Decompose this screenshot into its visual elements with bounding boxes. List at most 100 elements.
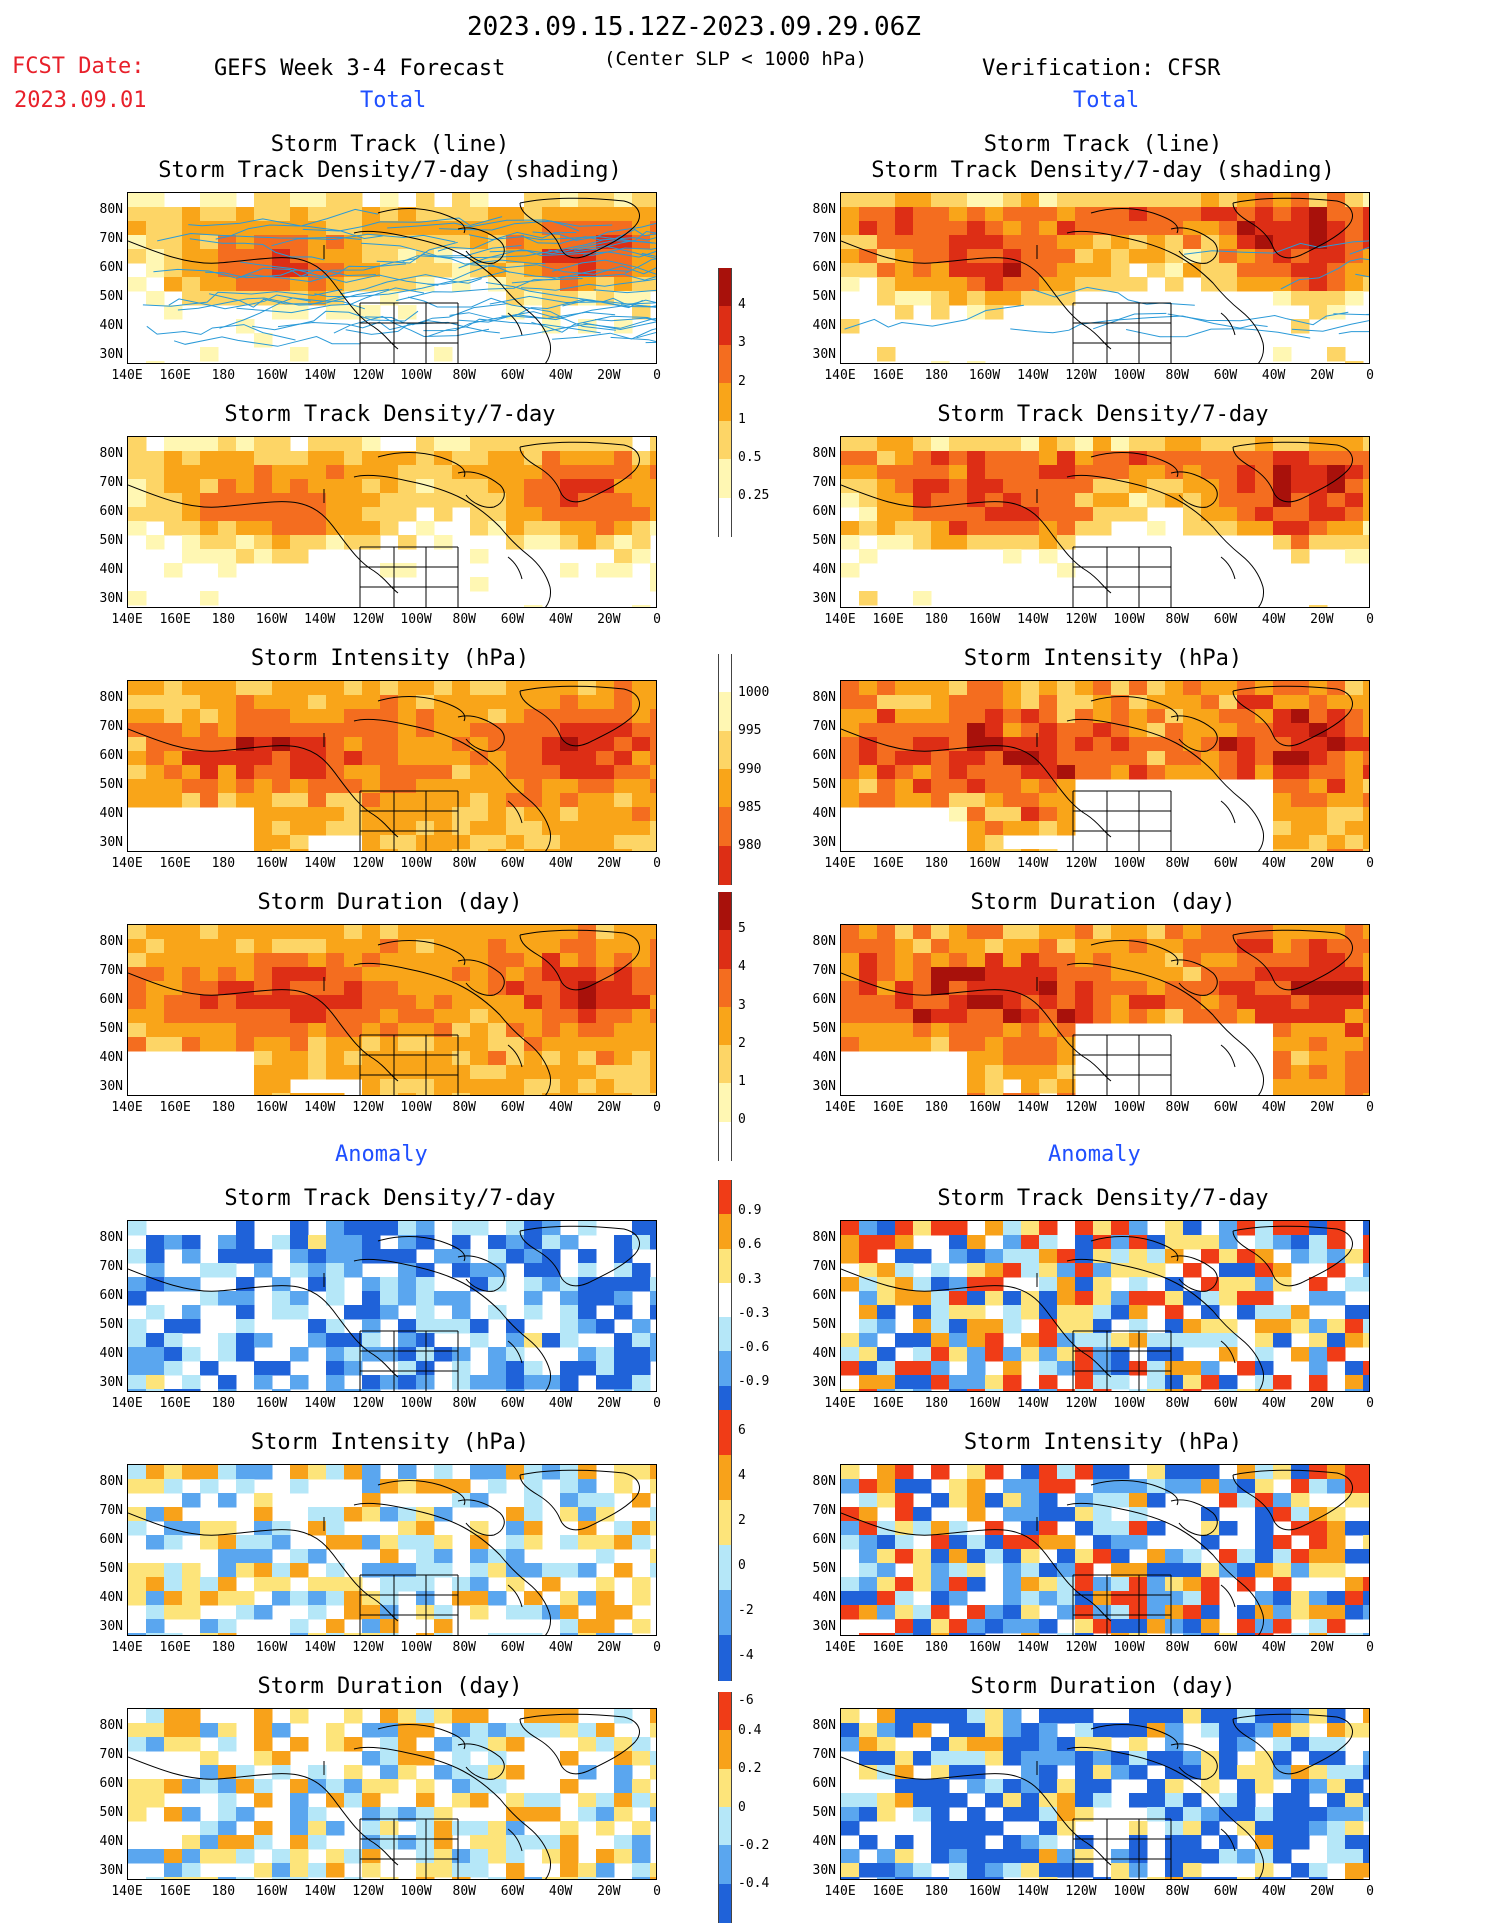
field-cell [272, 835, 291, 850]
field-cell [308, 1465, 327, 1480]
field-cell [1111, 709, 1130, 724]
field-cell [146, 1723, 165, 1738]
field-cell [1093, 437, 1112, 452]
field-cell [488, 1235, 507, 1250]
field-cell [949, 967, 968, 982]
field-cell [859, 953, 878, 968]
left-total-label: Total [360, 88, 427, 113]
field-cell [614, 765, 633, 780]
field-cell [470, 193, 489, 208]
field-cell [1003, 695, 1022, 710]
field-cell [985, 1549, 1004, 1564]
field-cell [1129, 1249, 1148, 1264]
field-cell [1237, 995, 1256, 1010]
field-cell [1327, 953, 1346, 968]
field-cell [416, 1779, 435, 1794]
field-cell [1363, 1793, 1369, 1808]
storm-track-line [236, 287, 425, 314]
field-cell [524, 751, 543, 766]
lat-tick-label: 70N [812, 963, 836, 978]
field-cell [182, 709, 201, 724]
field-cell [560, 1333, 579, 1348]
field-cell [524, 1305, 543, 1320]
field-cell [218, 681, 237, 696]
field-cell [1003, 1849, 1022, 1864]
field-cell [164, 1807, 183, 1822]
field-cell [398, 967, 417, 982]
field-cell [380, 1835, 399, 1850]
field-cell [236, 1305, 255, 1320]
field-cell [841, 1009, 860, 1024]
field-cell [949, 1249, 968, 1264]
field-cell [254, 1577, 273, 1592]
field-cell [1165, 1375, 1184, 1390]
field-cell [254, 1535, 273, 1550]
coastline [1220, 1584, 1236, 1608]
field-cell [1327, 221, 1346, 236]
field-cell [1219, 1263, 1238, 1278]
field-cell [1345, 1549, 1364, 1564]
field-cell [1039, 1375, 1058, 1390]
field-cell [1291, 451, 1310, 466]
field-cell [1309, 1863, 1328, 1878]
field-cell [236, 235, 255, 250]
field-cell [931, 737, 950, 752]
field-cell [985, 1605, 1004, 1620]
field-cell [128, 1277, 147, 1292]
field-cell [1147, 1291, 1166, 1306]
field-cell [200, 709, 219, 724]
field-cell [1273, 807, 1292, 822]
field-cell [398, 1737, 417, 1752]
field-cell [1363, 1605, 1369, 1620]
field-cell [1309, 751, 1328, 766]
field-cell [416, 1507, 435, 1522]
field-cell [949, 193, 968, 208]
field-cell [1075, 1291, 1094, 1306]
map-svg [841, 1221, 1369, 1391]
lon-tick-label: 120W [352, 1100, 384, 1115]
field-cell [182, 535, 201, 550]
field-cell [200, 1877, 219, 1879]
field-cell [380, 1009, 399, 1024]
field-cell [128, 1009, 147, 1024]
field-cell [859, 1333, 878, 1348]
field-cell [967, 1263, 986, 1278]
field-cell [1363, 1023, 1369, 1038]
field-cell [1021, 1333, 1040, 1348]
field-cell [578, 1051, 597, 1066]
field-cell [650, 1347, 656, 1362]
field-cell [182, 751, 201, 766]
field-cell [1003, 1507, 1022, 1522]
field-cell [398, 1577, 417, 1592]
coastline [1090, 208, 1179, 234]
field-cell [1237, 1619, 1256, 1634]
field-cell [182, 1009, 201, 1024]
field-cell [1183, 723, 1202, 738]
field-cell [1165, 695, 1184, 710]
coastline [519, 1469, 640, 1531]
field-cell [1345, 681, 1364, 696]
field-cell [272, 451, 291, 466]
field-cell [913, 193, 932, 208]
field-cell [1255, 737, 1274, 752]
field-cell [272, 1751, 291, 1766]
field-cell [859, 549, 878, 564]
field-cell [1273, 779, 1292, 794]
field-cell [931, 1023, 950, 1038]
field-cell [1201, 695, 1220, 710]
field-cell [434, 1737, 453, 1752]
field-cell [236, 437, 255, 452]
field-cell [1309, 1737, 1328, 1752]
field-cell [1039, 1347, 1058, 1362]
field-cell [218, 967, 237, 982]
field-cell [1345, 751, 1364, 766]
storm-track-line [376, 253, 546, 265]
field-cell [200, 235, 219, 250]
field-cell [434, 493, 453, 508]
field-cell [967, 1493, 986, 1508]
coastline [359, 1330, 459, 1391]
field-cell [1237, 1605, 1256, 1620]
field-cell [254, 1723, 273, 1738]
field-cell [344, 1263, 363, 1278]
field-cell [1093, 1479, 1112, 1494]
